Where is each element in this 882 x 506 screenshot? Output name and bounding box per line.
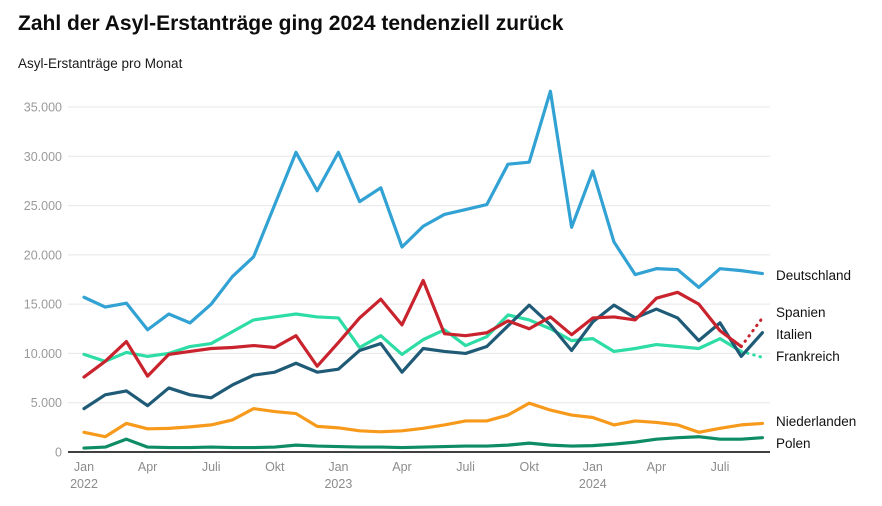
line-frankreich-provisional-segment xyxy=(739,349,764,359)
chart-title: Zahl der Asyl-Erstanträge ging 2024 tend… xyxy=(18,12,564,35)
x-axis-tick-label: Okt xyxy=(519,460,539,474)
x-axis-tick-label: Juli xyxy=(202,460,221,474)
line-italien xyxy=(82,303,765,411)
x-axis-year-label: 2024 xyxy=(579,477,607,491)
line-frankreich xyxy=(82,312,743,363)
x-axis-tick-label: Jan xyxy=(583,460,603,474)
y-axis-tick-label: 20.000 xyxy=(24,248,62,262)
series-label-deutschland: Deutschland xyxy=(776,268,851,283)
series-label-niederlanden: Niederlanden xyxy=(776,414,856,429)
chart-subtitle: Asyl-Erstanträge pro Monat xyxy=(18,56,183,71)
x-axis-tick-label: Apr xyxy=(647,460,666,474)
line-polen xyxy=(82,435,765,450)
x-axis-tick-label: Jan xyxy=(328,460,348,474)
x-axis-tick-label: Okt xyxy=(265,460,285,474)
x-axis-tick-label: Jan xyxy=(74,460,94,474)
y-axis-tick-label: 10.000 xyxy=(24,347,62,361)
line-deutschland xyxy=(82,89,765,332)
x-axis-tick-label: Apr xyxy=(138,460,157,474)
y-axis-tick-label: 30.000 xyxy=(24,150,62,164)
x-axis-year-label: 2022 xyxy=(70,477,98,491)
line-spanien xyxy=(82,278,743,379)
line-niederlanden xyxy=(82,401,765,439)
y-axis-tick-label: 25.000 xyxy=(24,199,62,213)
series-label-spanien: Spanien xyxy=(776,305,826,320)
line-spanien-provisional-segment xyxy=(739,316,764,349)
series-label-frankreich: Frankreich xyxy=(776,349,840,364)
series-label-italien: Italien xyxy=(776,327,812,342)
x-axis-year-label: 2023 xyxy=(324,477,352,491)
y-axis-tick-label: 0 xyxy=(55,446,62,460)
y-axis-tick-label: 35.000 xyxy=(24,101,62,115)
x-axis-tick-label: Apr xyxy=(392,460,411,474)
x-axis-tick-label: Juli xyxy=(456,460,475,474)
series-label-polen: Polen xyxy=(776,436,811,451)
x-axis-tick-label: Juli xyxy=(711,460,730,474)
y-axis-tick-label: 15.000 xyxy=(24,298,62,312)
y-axis-tick-label: 5.000 xyxy=(31,396,62,410)
